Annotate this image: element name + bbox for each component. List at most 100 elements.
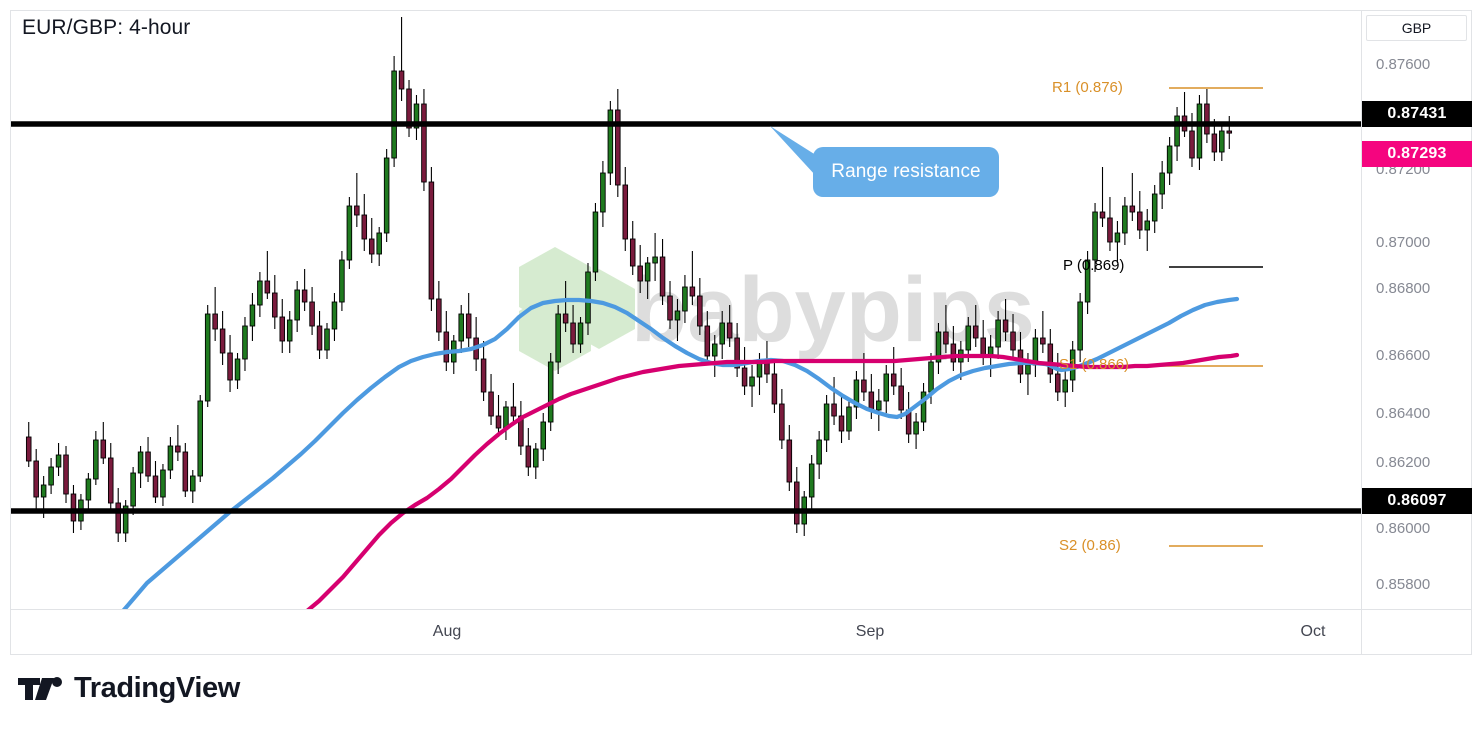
time-axis[interactable]: Aug Sep Oct <box>10 610 1362 655</box>
candle-body <box>1077 301 1083 351</box>
candle-body <box>190 475 196 492</box>
candle-body <box>935 331 942 363</box>
candle-body <box>316 325 323 351</box>
candle-body <box>697 295 703 327</box>
candle-body <box>376 232 382 255</box>
candle-body <box>48 466 54 486</box>
candle-body <box>63 454 69 495</box>
candle-body <box>1062 379 1068 393</box>
candle-body <box>756 361 763 378</box>
candle-body <box>495 415 502 429</box>
candle-body <box>779 403 785 441</box>
candle-body <box>1092 211 1098 261</box>
candle-body <box>1166 145 1173 174</box>
candle-body <box>1002 319 1009 333</box>
candle-body <box>137 451 144 474</box>
candle-body <box>465 313 472 339</box>
candle-body <box>585 271 591 324</box>
candle-body <box>1084 259 1091 303</box>
pivot-label-s2: S2 (0.86) <box>1059 537 1121 554</box>
candle-body <box>831 403 837 417</box>
candle-body <box>920 391 927 423</box>
candle-body <box>555 313 561 363</box>
candle-body <box>980 337 986 357</box>
candle-body <box>853 379 860 408</box>
time-tick-sep: Sep <box>855 623 885 640</box>
candle-body <box>674 310 681 321</box>
candle-body <box>294 289 300 321</box>
candle-body <box>808 463 815 498</box>
candle-body <box>622 184 629 240</box>
range-resistance-callout[interactable]: Range resistance <box>813 147 999 197</box>
candle-body <box>794 481 800 525</box>
candle-body <box>70 493 77 522</box>
candle-body <box>346 205 353 261</box>
price-tick: 0.85800 <box>1376 576 1431 593</box>
candle-body <box>719 322 725 345</box>
candle-body <box>1025 364 1031 375</box>
candle-body <box>160 469 166 498</box>
candle-body <box>331 301 338 330</box>
candle-body <box>428 181 435 300</box>
candle-body <box>175 445 181 453</box>
candle-body <box>1159 172 1165 195</box>
candle-body <box>264 280 271 294</box>
candle-body <box>339 259 345 303</box>
candle-body <box>1054 373 1061 393</box>
pivot-label-p: P (0.869) <box>1063 257 1125 274</box>
candle-body <box>100 439 107 459</box>
candle-body <box>1047 343 1054 375</box>
candle-body <box>503 406 509 429</box>
candle-body <box>212 313 218 330</box>
candle-body <box>204 313 211 402</box>
current-price-label: 0.87293 <box>1362 141 1472 167</box>
candle-body <box>197 400 203 477</box>
candle-body <box>652 256 658 264</box>
candle-body <box>152 475 159 498</box>
candle-body <box>286 319 293 342</box>
ma-slow-line <box>306 352 1240 609</box>
candle-body <box>1137 211 1143 231</box>
tradingview-wordmark: TradingView <box>74 672 240 704</box>
candle-body <box>40 484 47 498</box>
candle-body <box>816 439 822 465</box>
candle-body <box>570 322 576 345</box>
currency-badge[interactable]: GBP <box>1366 15 1467 41</box>
candle-body <box>883 373 890 402</box>
candle-body <box>436 298 442 333</box>
candle-body <box>1189 130 1195 159</box>
candle-body <box>540 421 547 450</box>
price-axis[interactable]: GBP 0.87600 0.87200 0.87000 0.86800 0.86… <box>1362 10 1472 610</box>
candle-body <box>130 472 136 507</box>
candle-body <box>257 280 263 306</box>
candle-body <box>361 214 368 240</box>
candle-series <box>25 17 1233 542</box>
candle-body <box>93 439 99 480</box>
candle-body <box>279 316 286 342</box>
candle-body <box>928 361 934 393</box>
candle-body <box>741 367 748 387</box>
candle-body <box>600 172 606 213</box>
candle-body <box>861 379 867 393</box>
candle-body <box>607 109 614 174</box>
support-price-label: 0.86097 <box>1362 488 1472 514</box>
candle-body <box>711 343 718 357</box>
candle-body <box>1151 193 1158 222</box>
candle-body <box>1010 331 1016 351</box>
candle-body <box>33 460 39 498</box>
candle-body <box>972 325 979 339</box>
candle-body <box>234 358 241 381</box>
candlestick-plot <box>11 17 1361 609</box>
candle-body <box>1099 211 1106 219</box>
candle-body <box>1114 232 1121 243</box>
candle-body <box>398 70 405 90</box>
candle-body <box>734 337 740 369</box>
page-title: EUR/GBP: 4-hour <box>22 16 191 39</box>
candle-body <box>1129 205 1136 213</box>
candle-body <box>704 325 711 357</box>
candle-body <box>1174 115 1180 147</box>
candle-body <box>846 406 852 432</box>
chart-plot-area[interactable]: babypips R1 (0.876) P (0.869) S1 (0.866) <box>10 10 1362 610</box>
candle-body <box>368 238 375 255</box>
candle-body <box>406 88 412 129</box>
